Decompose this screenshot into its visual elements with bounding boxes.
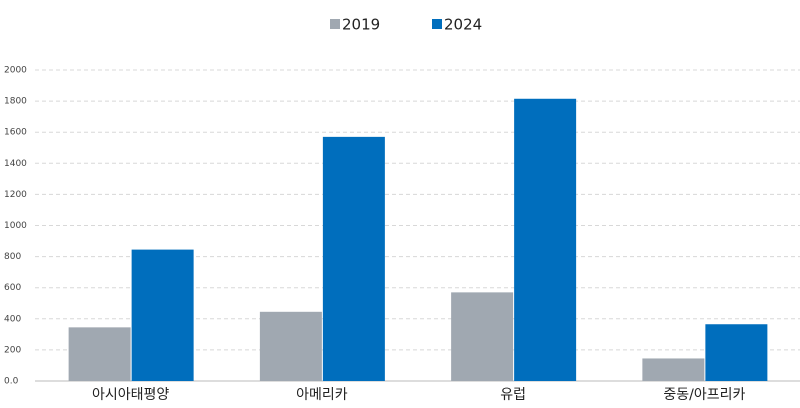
- legend-label: 2019: [342, 16, 380, 34]
- bar: [451, 292, 514, 381]
- legend-swatch: [330, 19, 340, 29]
- legend-swatch: [432, 19, 442, 29]
- y-tick-label: 2000: [4, 66, 27, 76]
- bar: [259, 311, 322, 381]
- bar: [705, 324, 768, 381]
- y-tick-label: 1800: [4, 97, 27, 107]
- y-tick-label: 1600: [4, 128, 27, 138]
- x-tick-label: 아시아태평양: [92, 387, 169, 403]
- bar: [322, 136, 385, 381]
- y-tick-label: 200: [4, 345, 21, 355]
- bar: [642, 358, 705, 381]
- y-tick-label: 1200: [4, 190, 27, 200]
- legend-label: 2024: [444, 16, 482, 34]
- bar: [68, 327, 131, 381]
- y-tick-label: 600: [4, 283, 21, 293]
- bar: [514, 98, 577, 381]
- y-tick-label: 1400: [4, 159, 27, 169]
- y-tick-label: 400: [4, 314, 21, 324]
- y-tick-label: 1000: [4, 221, 27, 231]
- y-tick-label: 800: [4, 252, 21, 262]
- bar: [131, 249, 194, 381]
- y-tick-label: 0.0: [4, 377, 19, 387]
- x-tick-label: 아메리카: [296, 387, 348, 403]
- x-tick-label: 유럽: [500, 387, 526, 403]
- x-tick-label: 중동/아프리카: [663, 387, 745, 403]
